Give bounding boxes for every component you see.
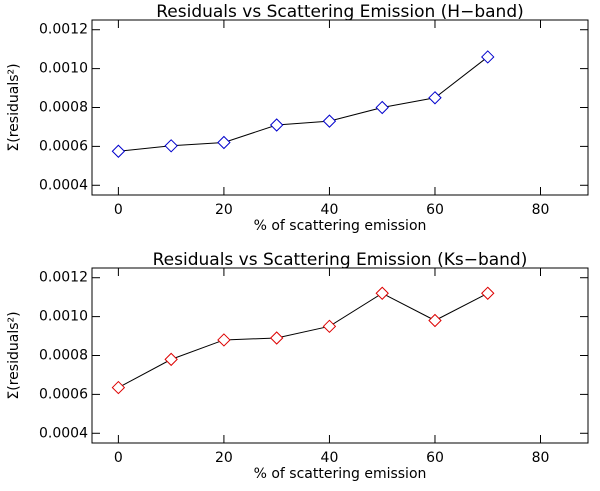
x-axis-label: % of scattering emission	[254, 218, 427, 234]
y-tick-label: 0.0008	[39, 100, 88, 116]
series-line	[118, 56, 489, 152]
x-axis-label: % of scattering emission	[254, 466, 427, 482]
x-tick-label: 40	[321, 450, 339, 466]
data-point	[322, 319, 337, 334]
x-tick-label: 0	[114, 202, 123, 218]
y-axis-label: Σ(residuals²)	[6, 63, 22, 151]
chart-title: Residuals vs Scattering Emission (H−band…	[156, 2, 524, 22]
data-point	[164, 139, 178, 153]
data-point	[428, 313, 442, 328]
x-tick-label: 80	[532, 450, 550, 466]
x-tick-label: 80	[532, 202, 550, 218]
data-point	[322, 114, 337, 128]
series-line	[118, 292, 488, 389]
x-tick-label: 40	[321, 202, 339, 218]
x-tick-label: 20	[215, 202, 233, 218]
data-point	[111, 380, 126, 395]
data-point	[269, 331, 284, 345]
y-tick-label: 0.0012	[39, 22, 88, 38]
x-tick-label: 60	[426, 450, 444, 466]
data-point	[217, 333, 231, 347]
data-point	[164, 352, 178, 367]
data-point	[269, 118, 284, 132]
plot-frame	[91, 19, 589, 196]
data-point	[217, 135, 231, 150]
y-tick-label: 0.0004	[39, 177, 88, 193]
data-point	[375, 100, 389, 115]
x-tick-label: 0	[114, 450, 123, 466]
data-point	[481, 286, 495, 300]
y-tick-label: 0.0010	[39, 309, 88, 325]
data-point	[111, 144, 126, 158]
y-tick-label: 0.0006	[39, 138, 88, 154]
y-axis-label: Σ(residuals²)	[6, 311, 22, 399]
data-point	[375, 286, 389, 300]
data-point	[428, 91, 442, 105]
data-point	[481, 50, 495, 64]
y-tick-label: 0.0004	[39, 425, 88, 441]
y-tick-label: 0.0006	[39, 386, 88, 402]
x-tick-label: 60	[426, 202, 444, 218]
plot-frame	[91, 267, 589, 444]
y-tick-label: 0.0010	[39, 61, 88, 77]
x-tick-label: 20	[215, 450, 233, 466]
y-tick-label: 0.0008	[39, 348, 88, 364]
chart-title: Residuals vs Scattering Emission (Ks−ban…	[153, 250, 528, 270]
y-tick-label: 0.0012	[39, 270, 88, 286]
